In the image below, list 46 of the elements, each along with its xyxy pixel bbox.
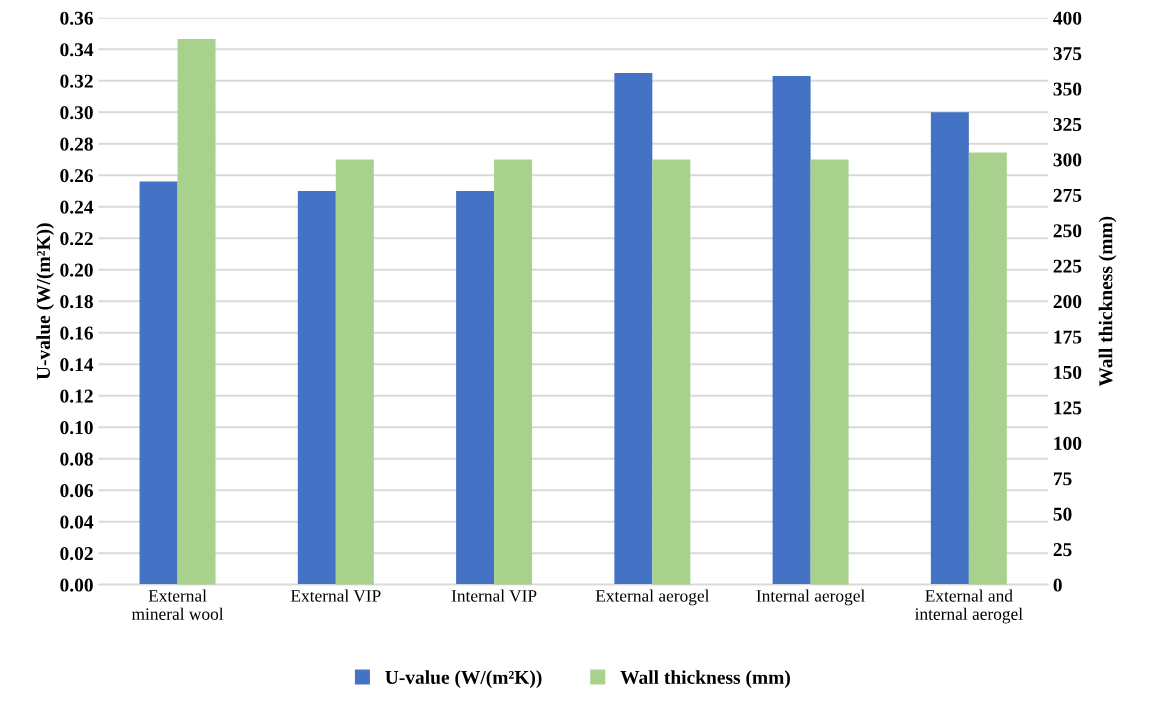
y-tick-label: 0.02 (60, 546, 93, 561)
x-tick-label: External and internal aerogel (915, 589, 1023, 624)
y2-tick-label: 200 (1053, 295, 1082, 309)
y2-tick-label: 275 (1053, 188, 1082, 202)
legend-label: U-value (W/(m²K)) (385, 670, 542, 688)
y-tick-label: 0.12 (60, 389, 93, 403)
y-tick-label: 0.00 (60, 578, 93, 592)
y2-tick-label: 25 (1053, 543, 1072, 557)
y-tick-label: 0.34 (60, 43, 94, 57)
y2-tick-label: 300 (1053, 153, 1082, 167)
y-tick-label: 0.32 (60, 74, 93, 88)
y2-tick-label: 150 (1054, 365, 1082, 380)
x-tick-label: External mineral wool (131, 589, 224, 620)
y-tick-label: 0.26 (60, 169, 93, 183)
y-tick-label: 0.04 (60, 515, 94, 529)
legend-label: Wall thickness (mm) (620, 670, 790, 688)
y-tick-label: 0.36 (60, 11, 93, 25)
y2-axis-title: Wall thickness (mm) (1098, 216, 1117, 387)
y2-tick-label: 50 (1053, 507, 1072, 521)
y-tick-label: 0.22 (60, 232, 93, 246)
y2-tick-label: 400 (1053, 11, 1082, 25)
y-tick-label: 0.30 (60, 106, 93, 120)
y2-tick-label: 0 (1053, 578, 1062, 592)
y2-tick-label: 375 (1053, 47, 1082, 61)
y2-tick-label: 350 (1053, 82, 1082, 96)
x-tick-label: External aerogel (595, 589, 710, 606)
x-tick-label: Internal VIP (451, 589, 537, 602)
y-tick-label: 0.18 (60, 295, 93, 309)
y-tick-label: 0.24 (60, 200, 94, 214)
y2-tick-label: 75 (1053, 472, 1072, 486)
y2-tick-label: 225 (1053, 259, 1082, 273)
y-tick-label: 0.08 (60, 452, 93, 466)
y2-tick-label: 325 (1053, 117, 1082, 132)
y2-tick-label: 100 (1054, 436, 1082, 450)
x-tick-label: External VIP (290, 589, 381, 602)
y-tick-label: 0.28 (60, 137, 93, 151)
y-tick-label: 0.10 (60, 421, 93, 435)
y-tick-label: 0.06 (60, 484, 93, 498)
y2-tick-label: 175 (1054, 330, 1082, 344)
y2-tick-label: 125 (1054, 401, 1082, 415)
x-tick-label: Internal aerogel (756, 589, 865, 606)
y-axis-title: U-value (W/(m²K)) (36, 223, 54, 380)
y-tick-label: 0.20 (60, 263, 93, 277)
y2-tick-label: 250 (1053, 224, 1082, 238)
y-tick-label: 0.14 (60, 358, 94, 372)
y-tick-label: 0.16 (60, 326, 93, 340)
